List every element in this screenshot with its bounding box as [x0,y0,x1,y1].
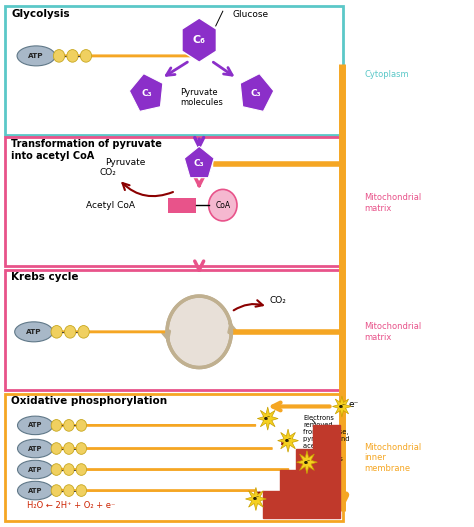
Circle shape [51,443,62,454]
Text: ATP: ATP [28,445,42,452]
Text: Transformation of pyruvate
into acetyl CoA: Transformation of pyruvate into acetyl C… [11,140,162,161]
FancyBboxPatch shape [168,198,196,212]
Circle shape [67,50,78,62]
Text: Mitochondrial
inner
membrane: Mitochondrial inner membrane [365,443,422,473]
Circle shape [167,296,231,367]
FancyBboxPatch shape [5,6,343,135]
Text: Redox
reactions: Redox reactions [313,448,344,462]
Circle shape [51,326,63,338]
Text: Pyruvate: Pyruvate [105,158,145,167]
Ellipse shape [18,481,53,500]
Text: e⁻: e⁻ [264,416,271,421]
Text: C₆: C₆ [193,35,206,45]
Text: e⁻: e⁻ [303,460,310,465]
Text: Mitochondrial
matrix: Mitochondrial matrix [365,322,422,341]
Text: Glucose: Glucose [232,9,268,18]
Text: Cytoplasm: Cytoplasm [365,70,409,79]
Ellipse shape [18,416,53,435]
Text: Electrons
removed
from glucose,
pyruvate, and
acetyl CoA: Electrons removed from glucose, pyruvate… [303,415,350,449]
Text: e⁻: e⁻ [252,496,259,502]
Text: e⁻: e⁻ [338,404,346,409]
Text: Krebs cycle: Krebs cycle [11,272,79,282]
Text: ATP: ATP [28,53,44,59]
Polygon shape [278,429,299,452]
Circle shape [64,485,74,496]
Circle shape [76,485,87,496]
Circle shape [51,485,62,496]
Polygon shape [184,147,214,178]
Text: H₂O ← 2H⁺ + O₂ + e⁻: H₂O ← 2H⁺ + O₂ + e⁻ [27,501,115,510]
Text: ATP: ATP [28,487,42,494]
Circle shape [64,464,74,475]
Text: CoA: CoA [215,201,230,210]
FancyBboxPatch shape [5,394,343,521]
Polygon shape [182,18,217,62]
Ellipse shape [17,46,55,66]
Text: C₃: C₃ [194,159,204,168]
Polygon shape [246,487,266,511]
Text: ATP: ATP [26,329,42,335]
Polygon shape [332,396,351,417]
FancyBboxPatch shape [5,270,343,389]
Polygon shape [129,74,163,111]
Text: Pyruvate
molecules: Pyruvate molecules [180,87,223,107]
Circle shape [76,464,87,475]
Circle shape [64,419,74,431]
Circle shape [54,50,64,62]
Circle shape [209,189,237,221]
Text: e⁻: e⁻ [348,401,358,409]
Circle shape [51,464,62,475]
Circle shape [78,326,89,338]
Polygon shape [257,407,278,430]
Circle shape [80,50,91,62]
Circle shape [76,443,87,454]
Circle shape [51,419,62,431]
Text: ATP: ATP [28,422,42,428]
Polygon shape [297,451,318,474]
Text: Glycolysis: Glycolysis [11,8,70,18]
Ellipse shape [15,322,53,342]
Text: e⁻: e⁻ [284,438,292,443]
Text: CO₂: CO₂ [269,297,286,306]
Circle shape [64,443,74,454]
Polygon shape [240,74,274,111]
Text: Acetyl CoA: Acetyl CoA [86,201,135,210]
Polygon shape [263,425,340,519]
FancyBboxPatch shape [5,138,343,266]
Ellipse shape [18,440,53,458]
Text: C₃: C₃ [142,89,153,97]
Circle shape [76,419,87,431]
Circle shape [64,326,76,338]
Text: ATP: ATP [28,466,42,473]
Text: C₃: C₃ [251,89,261,97]
Polygon shape [168,198,176,212]
Text: CO₂: CO₂ [100,168,117,177]
Text: Mitochondrial
matrix: Mitochondrial matrix [365,193,422,213]
Ellipse shape [18,460,53,479]
Text: Oxidative phosphorylation: Oxidative phosphorylation [11,396,167,406]
